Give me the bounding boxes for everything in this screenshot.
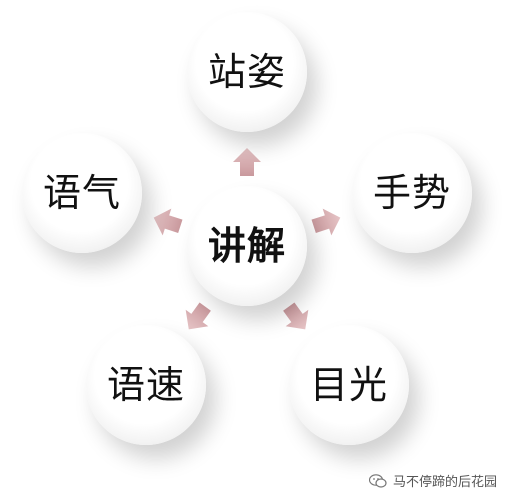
watermark-text: 马不停蹄的后花园 bbox=[393, 475, 498, 490]
node-label: 语速 bbox=[106, 363, 185, 407]
arrow-to-bottom-left bbox=[185, 302, 211, 330]
center-label: 讲解 bbox=[207, 223, 286, 268]
node-eye-contact: 目光 bbox=[289, 325, 409, 445]
arrow-to-left bbox=[153, 208, 183, 236]
watermark: 马不停蹄的后花园 bbox=[369, 471, 497, 490]
node-label: 目光 bbox=[309, 363, 388, 407]
arrow-to-top bbox=[233, 148, 261, 176]
node-tone: 语气 bbox=[22, 133, 142, 253]
wechat-icon bbox=[369, 473, 387, 488]
node-label: 站姿 bbox=[207, 50, 286, 94]
center-node: 讲解 bbox=[187, 186, 307, 306]
node-speech-rate: 语速 bbox=[86, 325, 206, 445]
node-label: 手势 bbox=[372, 171, 451, 215]
node-stance: 站姿 bbox=[187, 12, 307, 132]
node-label: 语气 bbox=[42, 171, 121, 215]
node-gesture: 手势 bbox=[352, 133, 472, 253]
arrow-to-right bbox=[311, 208, 341, 236]
arrow-to-bottom-right bbox=[283, 302, 309, 330]
